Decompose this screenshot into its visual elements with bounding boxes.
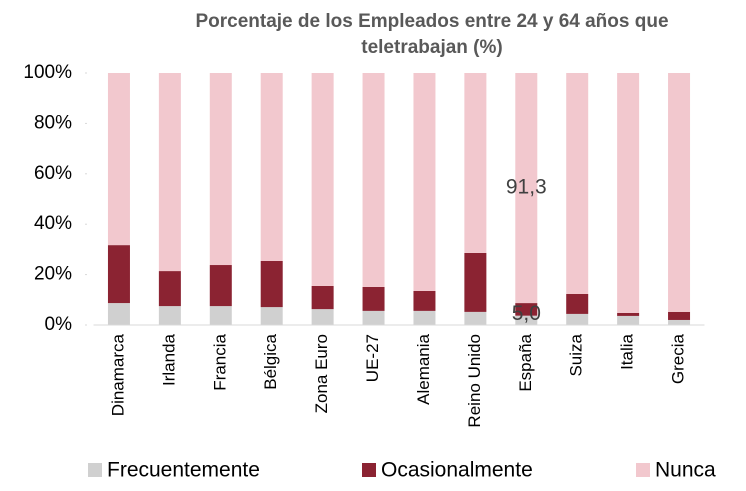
x-tick-label: Francia	[210, 333, 229, 390]
bar-segment	[158, 73, 181, 272]
bar-segment	[464, 311, 487, 325]
bar-segment	[668, 319, 691, 325]
bar-segment	[566, 313, 589, 325]
bar-segment	[617, 312, 640, 316]
bar-segment	[668, 73, 691, 312]
x-tick-label: Bélgica	[261, 333, 280, 389]
legend-swatch	[636, 463, 650, 477]
chart-title: teletrabajan (%)	[361, 37, 502, 58]
legend-label: Frecuentemente	[107, 459, 260, 482]
x-tick-label: Suiza	[567, 333, 586, 376]
bar-segment	[515, 303, 538, 316]
chart-title: Porcentaje de los Empleados entre 24 y 6…	[195, 11, 668, 32]
legend-swatch	[88, 463, 102, 477]
bar-segment	[362, 286, 385, 311]
bar-segment	[260, 73, 283, 261]
bar-segment	[209, 73, 232, 266]
bar-segment	[209, 265, 232, 307]
y-tick-label: 0%	[45, 314, 73, 335]
bar-segment	[107, 73, 130, 246]
bar-segment	[413, 310, 436, 325]
legend-swatch	[362, 463, 376, 477]
x-tick-label: España	[516, 333, 535, 391]
bar-segment	[362, 73, 385, 287]
bar-segment	[311, 73, 334, 286]
value-label: 91,3	[506, 176, 547, 199]
bar-segment	[617, 315, 640, 325]
bar-segment	[413, 73, 436, 291]
x-tick-label: Alemania	[414, 333, 433, 404]
bar-segment	[515, 315, 538, 325]
x-tick-label: Grecia	[669, 333, 688, 384]
legend-label: Nunca	[655, 459, 716, 482]
bar-segment	[566, 73, 589, 295]
x-tick-label: Dinamarca	[108, 333, 127, 416]
bar-segment	[413, 290, 436, 311]
x-tick-label: Zona Euro	[312, 334, 331, 413]
bar-segment	[260, 307, 283, 325]
bar-segment	[362, 310, 385, 325]
bar-segment	[107, 245, 130, 304]
y-tick-label: 80%	[34, 112, 72, 133]
bar-segment	[566, 294, 589, 314]
bar-segment	[668, 311, 691, 320]
bar-segment	[311, 285, 334, 310]
y-tick-label: 40%	[34, 213, 72, 234]
x-tick-label: Italia	[618, 333, 637, 369]
bar-segment	[515, 73, 538, 304]
bar-segment	[311, 309, 334, 325]
y-tick-label: 100%	[23, 62, 72, 83]
legend-label: Ocasionalmente	[381, 459, 533, 482]
bar-segment	[158, 271, 181, 307]
bar-segment	[158, 306, 181, 325]
bar-segment	[107, 303, 130, 325]
x-tick-label: Reino Unido	[465, 334, 484, 428]
x-tick-label: UE-27	[363, 334, 382, 382]
y-tick-label: 60%	[34, 163, 72, 184]
bar-segment	[209, 306, 232, 325]
value-label: 5,0	[512, 302, 541, 325]
bar-segment	[260, 260, 283, 308]
x-tick-label: Irlanda	[159, 333, 178, 386]
bar-segment	[464, 73, 487, 253]
y-tick-label: 20%	[34, 264, 72, 285]
bar-segment	[464, 252, 487, 312]
bar-segment	[617, 73, 640, 313]
